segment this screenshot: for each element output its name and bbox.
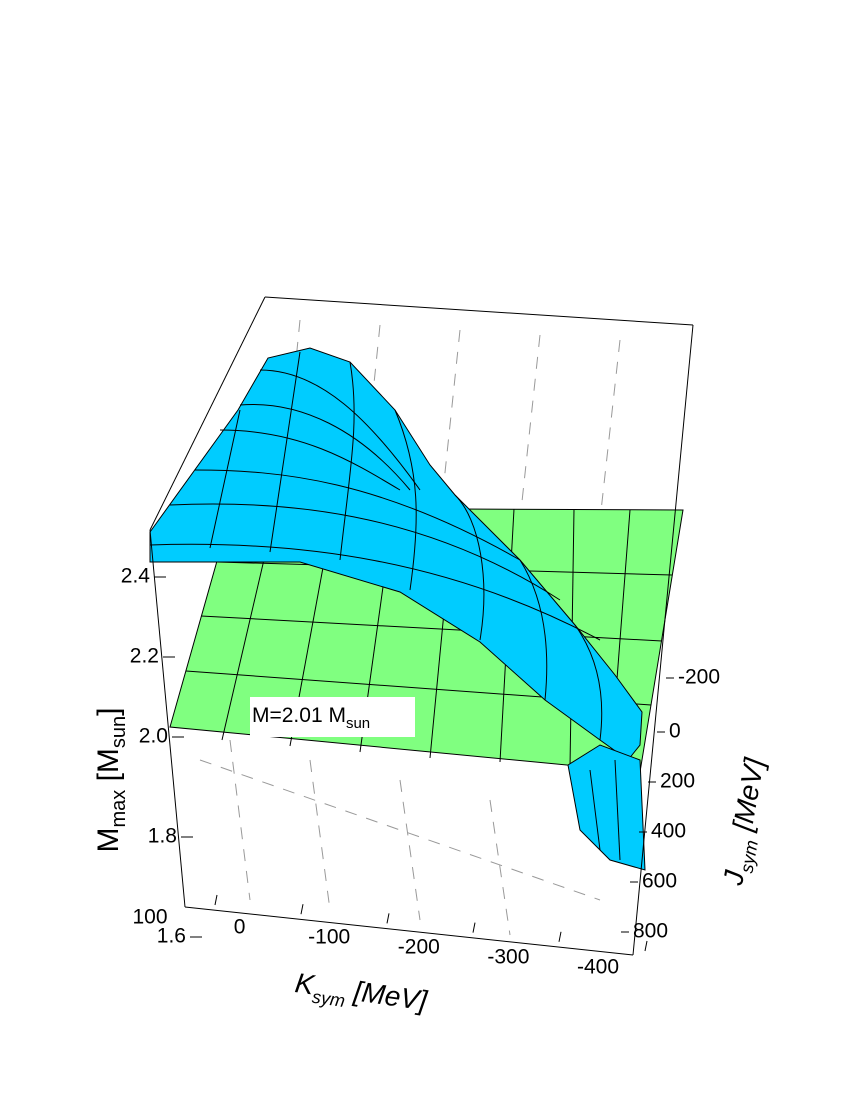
y-tick-label: 600 [642,870,677,893]
y-tick-label: 200 [660,770,695,793]
x-tick [214,894,218,906]
z-axis-title: Mmax [Msun] [92,707,130,852]
y-tick-label: 800 [633,920,668,943]
annotation-box [250,697,415,737]
x-tick-label: 100 [132,906,167,929]
surface [149,347,646,871]
z-tick-label: 1.6 [157,925,186,948]
z-tick-label: 2.0 [139,725,168,748]
x-tick [300,904,304,915]
x-axis-title: Ksym [MeV] [292,968,430,1023]
x-tick-label: -300 [487,946,529,969]
x-tick-label: -100 [308,926,350,949]
box-front [149,324,694,956]
z-tick-label: 1.8 [148,825,177,848]
x-tick [558,931,562,942]
z-tick-label: 2.2 [130,645,159,668]
x-tick [386,913,390,924]
x-tick-label: -400 [577,956,619,979]
annotation: M=2.01 Msun [252,704,370,732]
y-tick-label: 400 [651,820,686,843]
z-tick-label: 2.4 [121,565,151,588]
y-tick-label: -200 [678,666,720,689]
x-tick [472,922,476,933]
x-tick [644,940,648,952]
x-tick-label: 0 [234,916,246,939]
y-axis-title: Jsym [MeV] [717,755,775,889]
x-tick-label: -200 [398,936,440,959]
y-tick-label: 0 [669,720,681,743]
